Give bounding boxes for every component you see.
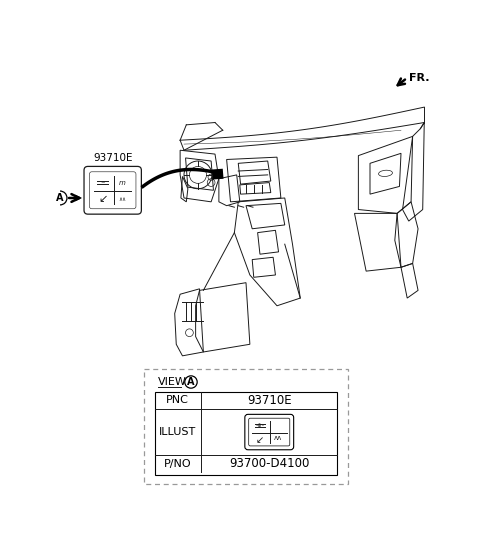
Text: A: A bbox=[56, 193, 64, 203]
Text: ∧∧: ∧∧ bbox=[118, 197, 126, 202]
Text: 93700-D4100: 93700-D4100 bbox=[229, 457, 310, 470]
Text: ↙: ↙ bbox=[256, 435, 264, 445]
Bar bbox=[155, 392, 337, 475]
Text: ʌʌ: ʌʌ bbox=[274, 435, 282, 441]
Text: –⊕–: –⊕– bbox=[256, 423, 265, 428]
Text: VIEW: VIEW bbox=[157, 377, 187, 387]
Text: 93710E: 93710E bbox=[247, 394, 291, 407]
Text: FR.: FR. bbox=[409, 73, 429, 83]
Text: P/NO: P/NO bbox=[164, 458, 192, 468]
Bar bbox=[144, 369, 348, 485]
Text: ~: ~ bbox=[100, 180, 105, 185]
Text: 93710E: 93710E bbox=[93, 153, 132, 163]
Text: ILLUST: ILLUST bbox=[159, 427, 196, 437]
Text: A: A bbox=[187, 377, 195, 387]
Polygon shape bbox=[212, 169, 224, 179]
Text: PNC: PNC bbox=[167, 395, 189, 405]
Text: m: m bbox=[119, 179, 125, 186]
Text: ↙: ↙ bbox=[98, 195, 108, 205]
